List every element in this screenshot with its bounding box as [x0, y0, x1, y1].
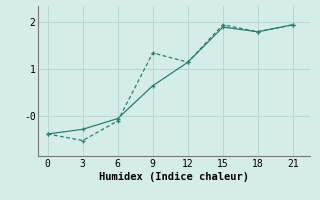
X-axis label: Humidex (Indice chaleur): Humidex (Indice chaleur)	[100, 172, 249, 182]
